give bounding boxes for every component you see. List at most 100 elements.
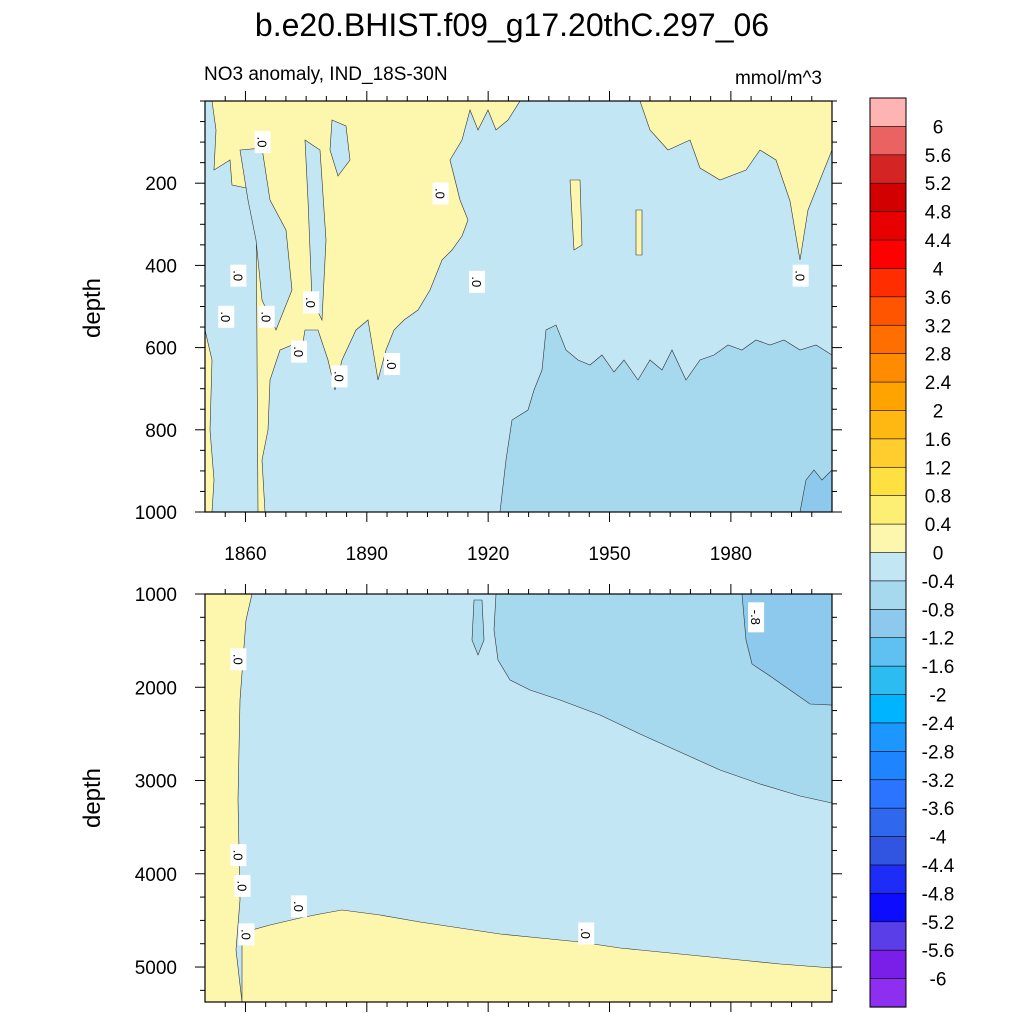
colorbar-label: 3.6	[925, 288, 951, 309]
upper-panel: .0.0.0.0.0.0.0.0.0.0.0 1860 1890 1920 1950 1…	[79, 91, 842, 565]
y-tick-label: 1000	[135, 585, 177, 606]
upper-positive-region	[569, 179, 583, 251]
contour-label: .0	[230, 648, 247, 671]
contour-label-box	[432, 182, 449, 205]
upper-contour-labels: .0 .0 .0 .0 .0 .0 .0 .0 .0 .0 .0	[218, 131, 809, 388]
contour-label: .0	[254, 131, 271, 154]
contour-label-text: .0	[218, 311, 233, 322]
contour-label-text: .0	[331, 371, 346, 382]
lower-plot-frame	[204, 593, 833, 1003]
colorbar-label: -1.6	[922, 657, 955, 678]
upper-axis-ticks: 1860 1890 1920 1950 1980 200 400 600 800 1000	[135, 91, 842, 565]
contour-label-box	[218, 305, 235, 328]
x-tick-label: 1890	[346, 544, 388, 565]
x-tick-label: 1860	[224, 544, 266, 565]
x-tick-label: 1920	[467, 544, 509, 565]
contour-label: .0	[258, 305, 275, 328]
colorbar-swatch	[869, 438, 907, 468]
contour-label-box	[748, 602, 765, 633]
contour-label-text: .0	[384, 359, 399, 370]
colorbar-swatch	[869, 324, 907, 355]
upper-y-axis-label: depth	[79, 278, 106, 338]
contour-label-box	[384, 353, 401, 376]
colorbar-swatch	[869, 239, 907, 270]
colorbar-label: -3.6	[922, 799, 955, 820]
contour-label-text: .0	[255, 137, 270, 148]
y-tick-label: 3000	[135, 772, 177, 793]
contour-label: .0	[331, 365, 348, 388]
colorbar-swatch	[869, 637, 907, 667]
figure-title: b.e20.BHIST.f09_g17.20thC.297_06	[255, 7, 769, 43]
colorbar-label: -4	[930, 828, 947, 849]
lower-axis-ticks: 1000 2000 3000 4000 5000	[135, 584, 842, 1012]
contour-label-box	[230, 264, 247, 287]
colorbar-swatch	[869, 296, 907, 326]
contour-label-box	[258, 305, 275, 328]
colorbar-label: -0.4	[922, 572, 955, 593]
colorbar: 6 5.6 5.2 4.8 4.4 4 3.6 3.2 2.8 2.4 2 1.6 1.2 0.8 0.4 0…	[869, 97, 955, 1008]
upper-negative-region	[304, 139, 327, 322]
colorbar-label: 0	[933, 544, 944, 565]
contour-label-box	[792, 264, 809, 287]
contour-label-text: .0	[469, 276, 484, 287]
colorbar-label: 2	[933, 401, 944, 422]
contour-label: .0	[238, 923, 255, 946]
y-tick-label: 4000	[135, 865, 177, 886]
colorbar-label: 1.2	[925, 458, 951, 479]
lower-positive-region	[241, 909, 833, 1003]
colorbar-swatch	[869, 694, 907, 724]
y-tick-label: 600	[145, 339, 177, 360]
contour-label-text: .0	[793, 270, 808, 281]
colorbar-label: 2.4	[925, 373, 952, 394]
contour-label: .0	[230, 844, 247, 867]
colorbar-swatch	[869, 410, 907, 440]
lower-y-axis-label: depth	[79, 768, 106, 828]
units-label: mmol/m^3	[735, 68, 822, 89]
contour-label: .0	[384, 353, 401, 376]
x-tick-label: 1950	[588, 544, 630, 565]
colorbar-swatch	[869, 779, 907, 809]
y-tick-label: 800	[145, 421, 177, 442]
contour-label-text: .0	[234, 880, 249, 891]
colorbar-swatch	[869, 211, 907, 241]
upper-positive-region	[635, 209, 643, 256]
colorbar-label: -2.8	[922, 742, 955, 763]
contour-label-text: .0	[230, 270, 245, 281]
contour-label: .0	[218, 305, 235, 328]
colorbar-swatch	[869, 154, 907, 184]
contour-label-text: .0	[578, 928, 593, 939]
contour-label-text: .0	[238, 929, 253, 940]
y-tick-label: 200	[145, 174, 177, 195]
contour-label-box	[303, 291, 320, 314]
contour-label-text: .0	[303, 297, 318, 308]
colorbar-swatch	[869, 268, 907, 298]
colorbar-label: 4.8	[925, 203, 951, 224]
y-tick-label: 2000	[135, 678, 177, 699]
left-subtitle: NO3 anomaly, IND_18S-30N	[204, 64, 448, 85]
contour-label-text: .0	[230, 654, 245, 665]
x-tick-label: 1980	[710, 544, 752, 565]
contour-label: .0	[303, 291, 320, 314]
contour-label-text: .0	[433, 188, 448, 199]
contour-label: .0	[234, 874, 251, 897]
colorbar-swatch	[869, 751, 907, 781]
colorbar-swatch	[869, 353, 907, 383]
colorbar-label: -3.2	[922, 771, 955, 792]
contour-label: .0	[432, 182, 449, 205]
colorbar-label: 0.8	[925, 487, 951, 508]
colorbar-frame	[869, 97, 907, 1008]
colorbar-label: 1.6	[925, 430, 951, 451]
colorbar-swatch	[869, 466, 907, 497]
y-tick-label: 400	[145, 256, 177, 277]
colorbar-label: 2.8	[925, 345, 951, 366]
colorbar-label: 5.6	[925, 146, 951, 167]
colorbar-swatch	[869, 921, 907, 951]
colorbar-label: -5.6	[922, 941, 955, 962]
y-tick-label: 1000	[135, 503, 177, 524]
colorbar-swatch	[869, 126, 907, 156]
colorbar-swatch	[869, 978, 907, 1008]
colorbar-label: -2	[930, 686, 947, 707]
colorbar-label: -5.2	[922, 913, 955, 934]
contour-label: .0	[230, 264, 247, 287]
contour-label-text: .0	[230, 850, 245, 861]
